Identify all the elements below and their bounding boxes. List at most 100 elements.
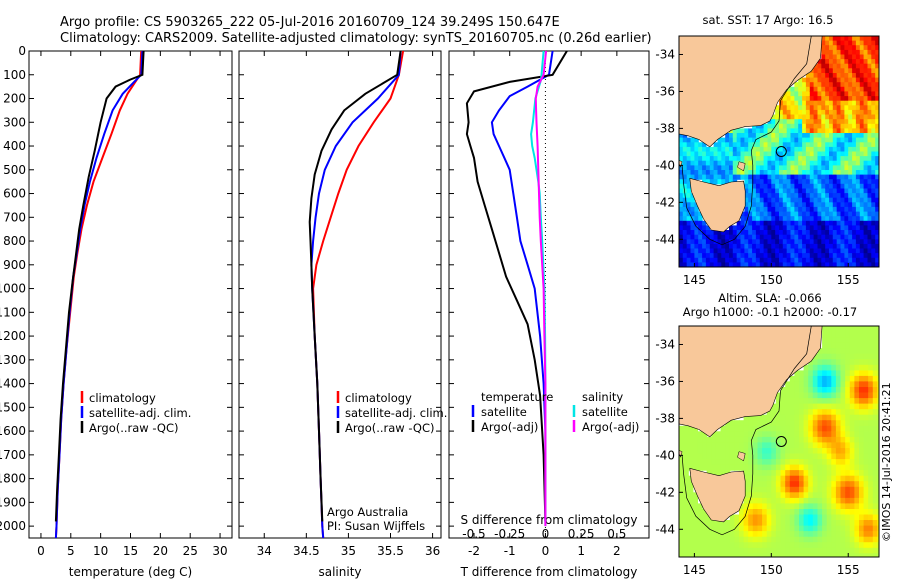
y-tick-label: 1600 (0, 424, 26, 438)
y-tick-label: -44 (655, 232, 675, 246)
legend-label: Argo(-adj) (481, 420, 538, 434)
top-x-tick-label: 0.25 (568, 527, 595, 541)
x-tick-label: 0 (542, 544, 550, 558)
panel-frame (448, 50, 650, 539)
legend-title-temperature: temperature (481, 390, 553, 404)
legend-label: climatology (89, 391, 156, 405)
maps: 145 150 155 -34 -36 -38 -40 -42 -44 sat. SST: 17 … (655, 13, 880, 577)
x-tick-label: -1 (504, 544, 516, 558)
map-frame (678, 325, 880, 558)
top-x-tick-label: -0.5 (462, 527, 485, 541)
x-tick-label: 145 (683, 273, 706, 287)
y-tick-label: 600 (3, 187, 26, 201)
top-x-tick-label: 0 (542, 527, 550, 541)
legend-label: satellite-adj. clim. (345, 406, 447, 420)
top-x-axis-label: S difference from climatology (461, 513, 638, 527)
y-tick-label: -38 (655, 121, 675, 135)
tasmania (689, 467, 746, 523)
legend-label: climatology (345, 391, 412, 405)
x-axis-label: salinity (318, 565, 361, 579)
sst_map: 145 150 155 -34 -36 -38 -40 -42 -44 sat. SST: 17 … (655, 13, 880, 287)
map-cells (679, 36, 879, 267)
legend-label: Argo(..raw -QC) (345, 421, 435, 435)
panel-salinity: 34 34.5 35 35.5 36 salinity climatologysatelli… (238, 50, 447, 579)
series-line-argo-raw-qc- (308, 50, 402, 522)
y-tick-label: 1400 (0, 377, 26, 391)
shelf-contour (681, 36, 812, 246)
x-tick-label: 36 (425, 544, 440, 558)
top-x-tick-label: 0.5 (607, 527, 626, 541)
y-tick-label: 400 (3, 139, 26, 153)
x-tick-label: 150 (760, 273, 783, 287)
series-line-temperature-satellite (490, 50, 554, 522)
top-x-tick-label: -0.25 (494, 527, 525, 541)
x-tick-label: 5 (67, 544, 75, 558)
argo-position-marker (775, 436, 787, 447)
x-tick-label: 25 (183, 544, 198, 558)
x-tick-label: -2 (468, 544, 480, 558)
y-tick-label: -40 (655, 158, 675, 172)
tasmania (689, 177, 746, 233)
mainland-australia (679, 36, 823, 148)
y-tick-label: -36 (655, 374, 675, 388)
y-tick-label: 300 (3, 115, 26, 129)
x-tick-label: 1 (577, 544, 585, 558)
y-tick-label: 1900 (0, 495, 26, 509)
y-tick-label: 900 (3, 258, 26, 272)
x-tick-label: 155 (837, 273, 860, 287)
y-tick-label: -38 (655, 411, 675, 425)
map-title: sat. SST: 17 Argo: 16.5 (703, 13, 834, 27)
y-tick-label: -42 (655, 195, 675, 209)
island (679, 450, 683, 458)
map-frame (678, 35, 880, 268)
side-credit-label: ©IMOS 14-Jul-2016 20:41:21 (880, 382, 893, 542)
y-tick-label: 800 (3, 234, 26, 248)
island (737, 451, 746, 462)
y-tick-label: 1700 (0, 448, 26, 462)
y-tick-label: -42 (655, 485, 675, 499)
y-tick-label: 500 (3, 163, 26, 177)
series-line-temperature-argo-adj- (465, 50, 568, 522)
y-tick-label: 1100 (0, 305, 26, 319)
y-tick-label: -34 (655, 337, 675, 351)
legend-title-salinity: salinity (582, 390, 623, 404)
map-cells (679, 326, 879, 557)
legend-label: satellite-adj. clim. (89, 406, 191, 420)
y-tick-label: 2000 (0, 519, 26, 533)
legend-label: satellite (481, 405, 527, 419)
mainland-australia (679, 326, 823, 438)
y-tick-label: 1500 (0, 400, 26, 414)
x-tick-label: 35 (341, 544, 356, 558)
x-tick-label: 35.5 (377, 544, 404, 558)
series-line-argo-raw-qc- (54, 50, 145, 522)
y-tick-label: -40 (655, 448, 675, 462)
legend-label: satellite (582, 405, 628, 419)
series-line-salinity-argo-adj- (534, 50, 548, 527)
island (737, 161, 746, 172)
y-tick-label: 1200 (0, 329, 26, 343)
x-tick-label: 155 (837, 563, 860, 577)
header-line2: Climatology: CARS2009. Satellite-adjuste… (60, 31, 652, 46)
argo-position-marker (775, 146, 787, 157)
y-tick-label: 1300 (0, 353, 26, 367)
x-axis-label: T difference from climatology (460, 565, 638, 579)
y-tick-label: -34 (655, 47, 675, 61)
x-tick-label: 34.5 (293, 544, 320, 558)
header-line1: Argo profile: CS 5903265_222 05-Jul-2016… (60, 15, 560, 30)
shelf-contour (681, 326, 812, 536)
y-tick-label: 200 (3, 92, 26, 106)
y-tick-label: 100 (3, 68, 26, 82)
panel-difference: -2 -1 0 1 2 T difference from climatology S di… (448, 50, 650, 579)
x-axis-label: temperature (deg C) (69, 565, 192, 579)
map-subtitle: Argo h1000: -0.1 h2000: -0.17 (683, 305, 857, 319)
y-tick-label: 700 (3, 210, 26, 224)
x-tick-label: 10 (93, 544, 108, 558)
island (679, 160, 683, 168)
panel-frame (238, 50, 442, 539)
y-tick-label: 1800 (0, 472, 26, 486)
legend-label: Argo(..raw -QC) (89, 421, 179, 435)
sla_map: 145 150 155 -34 -36 -38 -40 -42 -44 Altim. SLA: -… (655, 291, 880, 577)
y-tick-label: -44 (655, 522, 675, 536)
